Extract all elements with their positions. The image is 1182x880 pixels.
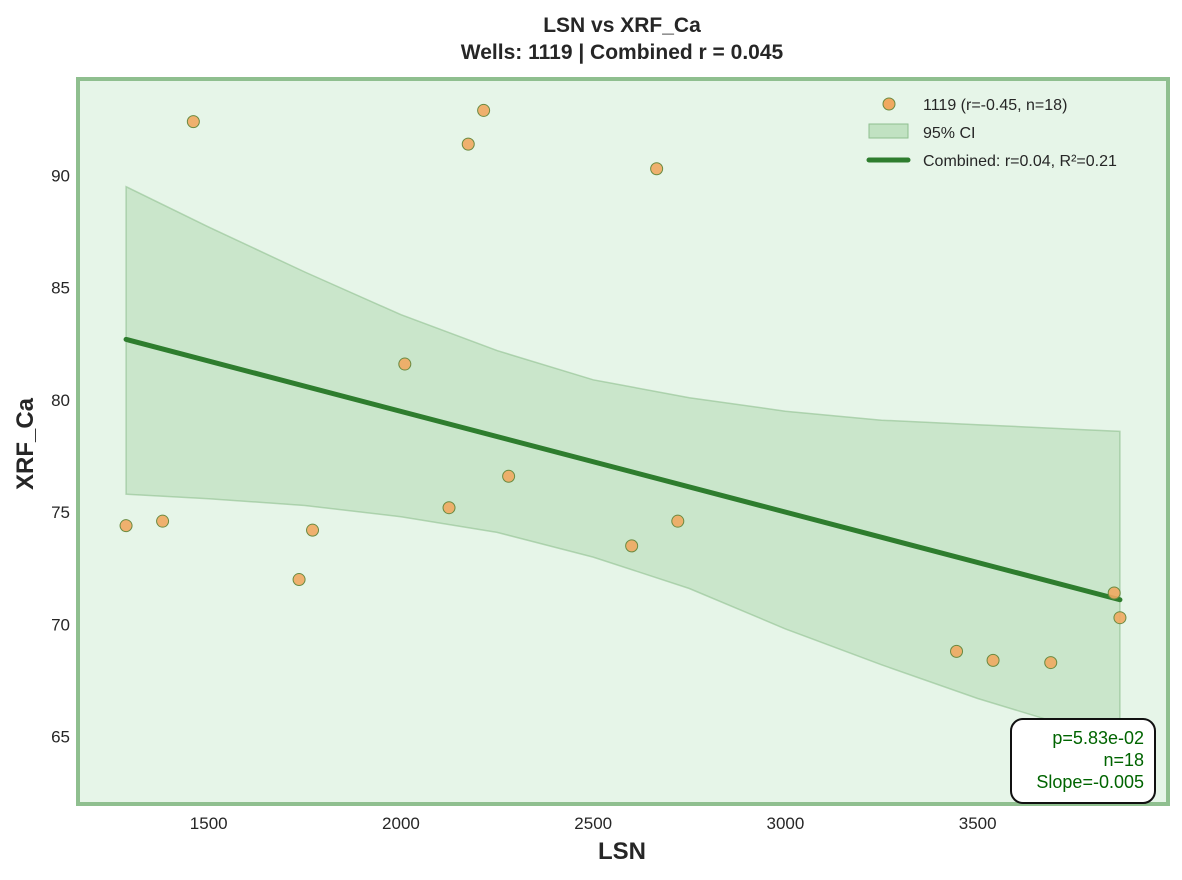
legend-label-series: 1119 (r=-0.45, n=18) bbox=[923, 97, 1067, 114]
data-point bbox=[1113, 611, 1127, 625]
legend: 1119 (r=-0.45, n=18) 95% CI Combined: r=… bbox=[866, 97, 1117, 170]
x-tick-label: 3000 bbox=[767, 814, 805, 833]
data-point bbox=[1107, 586, 1121, 600]
data-point bbox=[502, 469, 516, 483]
x-tick-label: 2000 bbox=[382, 814, 420, 833]
data-point bbox=[442, 501, 456, 515]
x-axis-label: LSN bbox=[598, 838, 646, 865]
legend-label-fit: Combined: r=0.04, R²=0.21 bbox=[923, 153, 1117, 170]
data-point bbox=[156, 514, 170, 528]
stats-slope: Slope=-0.005 bbox=[1036, 772, 1144, 792]
x-tick-label: 3500 bbox=[959, 814, 997, 833]
chart-title-line2: Wells: 1119 | Combined r = 0.045 bbox=[461, 41, 784, 64]
data-point bbox=[650, 162, 664, 176]
data-point bbox=[625, 539, 639, 553]
data-point bbox=[950, 644, 964, 658]
chart-title-line1: LSN vs XRF_Ca bbox=[543, 14, 701, 37]
y-tick-label: 80 bbox=[51, 391, 70, 410]
data-point bbox=[398, 357, 412, 371]
stats-p-value: p=5.83e-02 bbox=[1052, 728, 1144, 748]
y-tick-label: 85 bbox=[51, 279, 70, 298]
data-point bbox=[292, 573, 306, 587]
data-point bbox=[986, 653, 1000, 667]
y-tick-label: 75 bbox=[51, 503, 70, 522]
x-axis-ticks: 1500 2000 2500 3000 3500 bbox=[190, 814, 997, 833]
fit-line bbox=[123, 336, 1123, 603]
data-point bbox=[461, 137, 475, 151]
y-axis-ticks: 65 70 75 80 85 90 bbox=[51, 167, 70, 747]
data-point bbox=[306, 523, 320, 537]
legend-swatch-ci bbox=[868, 123, 909, 139]
plot-frame bbox=[76, 77, 1170, 806]
legend-marker-series bbox=[882, 97, 896, 111]
data-point bbox=[186, 115, 200, 129]
y-tick-label: 65 bbox=[51, 728, 70, 747]
stats-box: p=5.83e-02 n=18 Slope=-0.005 bbox=[1010, 718, 1156, 804]
y-tick-label: 70 bbox=[51, 615, 70, 634]
y-tick-label: 90 bbox=[51, 167, 70, 186]
fit-line-layer bbox=[123, 336, 1123, 603]
data-point bbox=[1044, 656, 1058, 670]
data-point bbox=[671, 514, 685, 528]
y-axis-label: XRF_Ca bbox=[12, 397, 39, 490]
data-point bbox=[477, 103, 491, 117]
legend-label-ci: 95% CI bbox=[923, 125, 975, 142]
data-point bbox=[119, 519, 133, 533]
stats-n: n=18 bbox=[1103, 750, 1144, 770]
x-tick-label: 2500 bbox=[574, 814, 612, 833]
x-tick-label: 1500 bbox=[190, 814, 228, 833]
stats-box-frame bbox=[1010, 718, 1156, 804]
scatter-points-layer bbox=[119, 103, 1127, 670]
plot-area bbox=[78, 79, 1168, 804]
